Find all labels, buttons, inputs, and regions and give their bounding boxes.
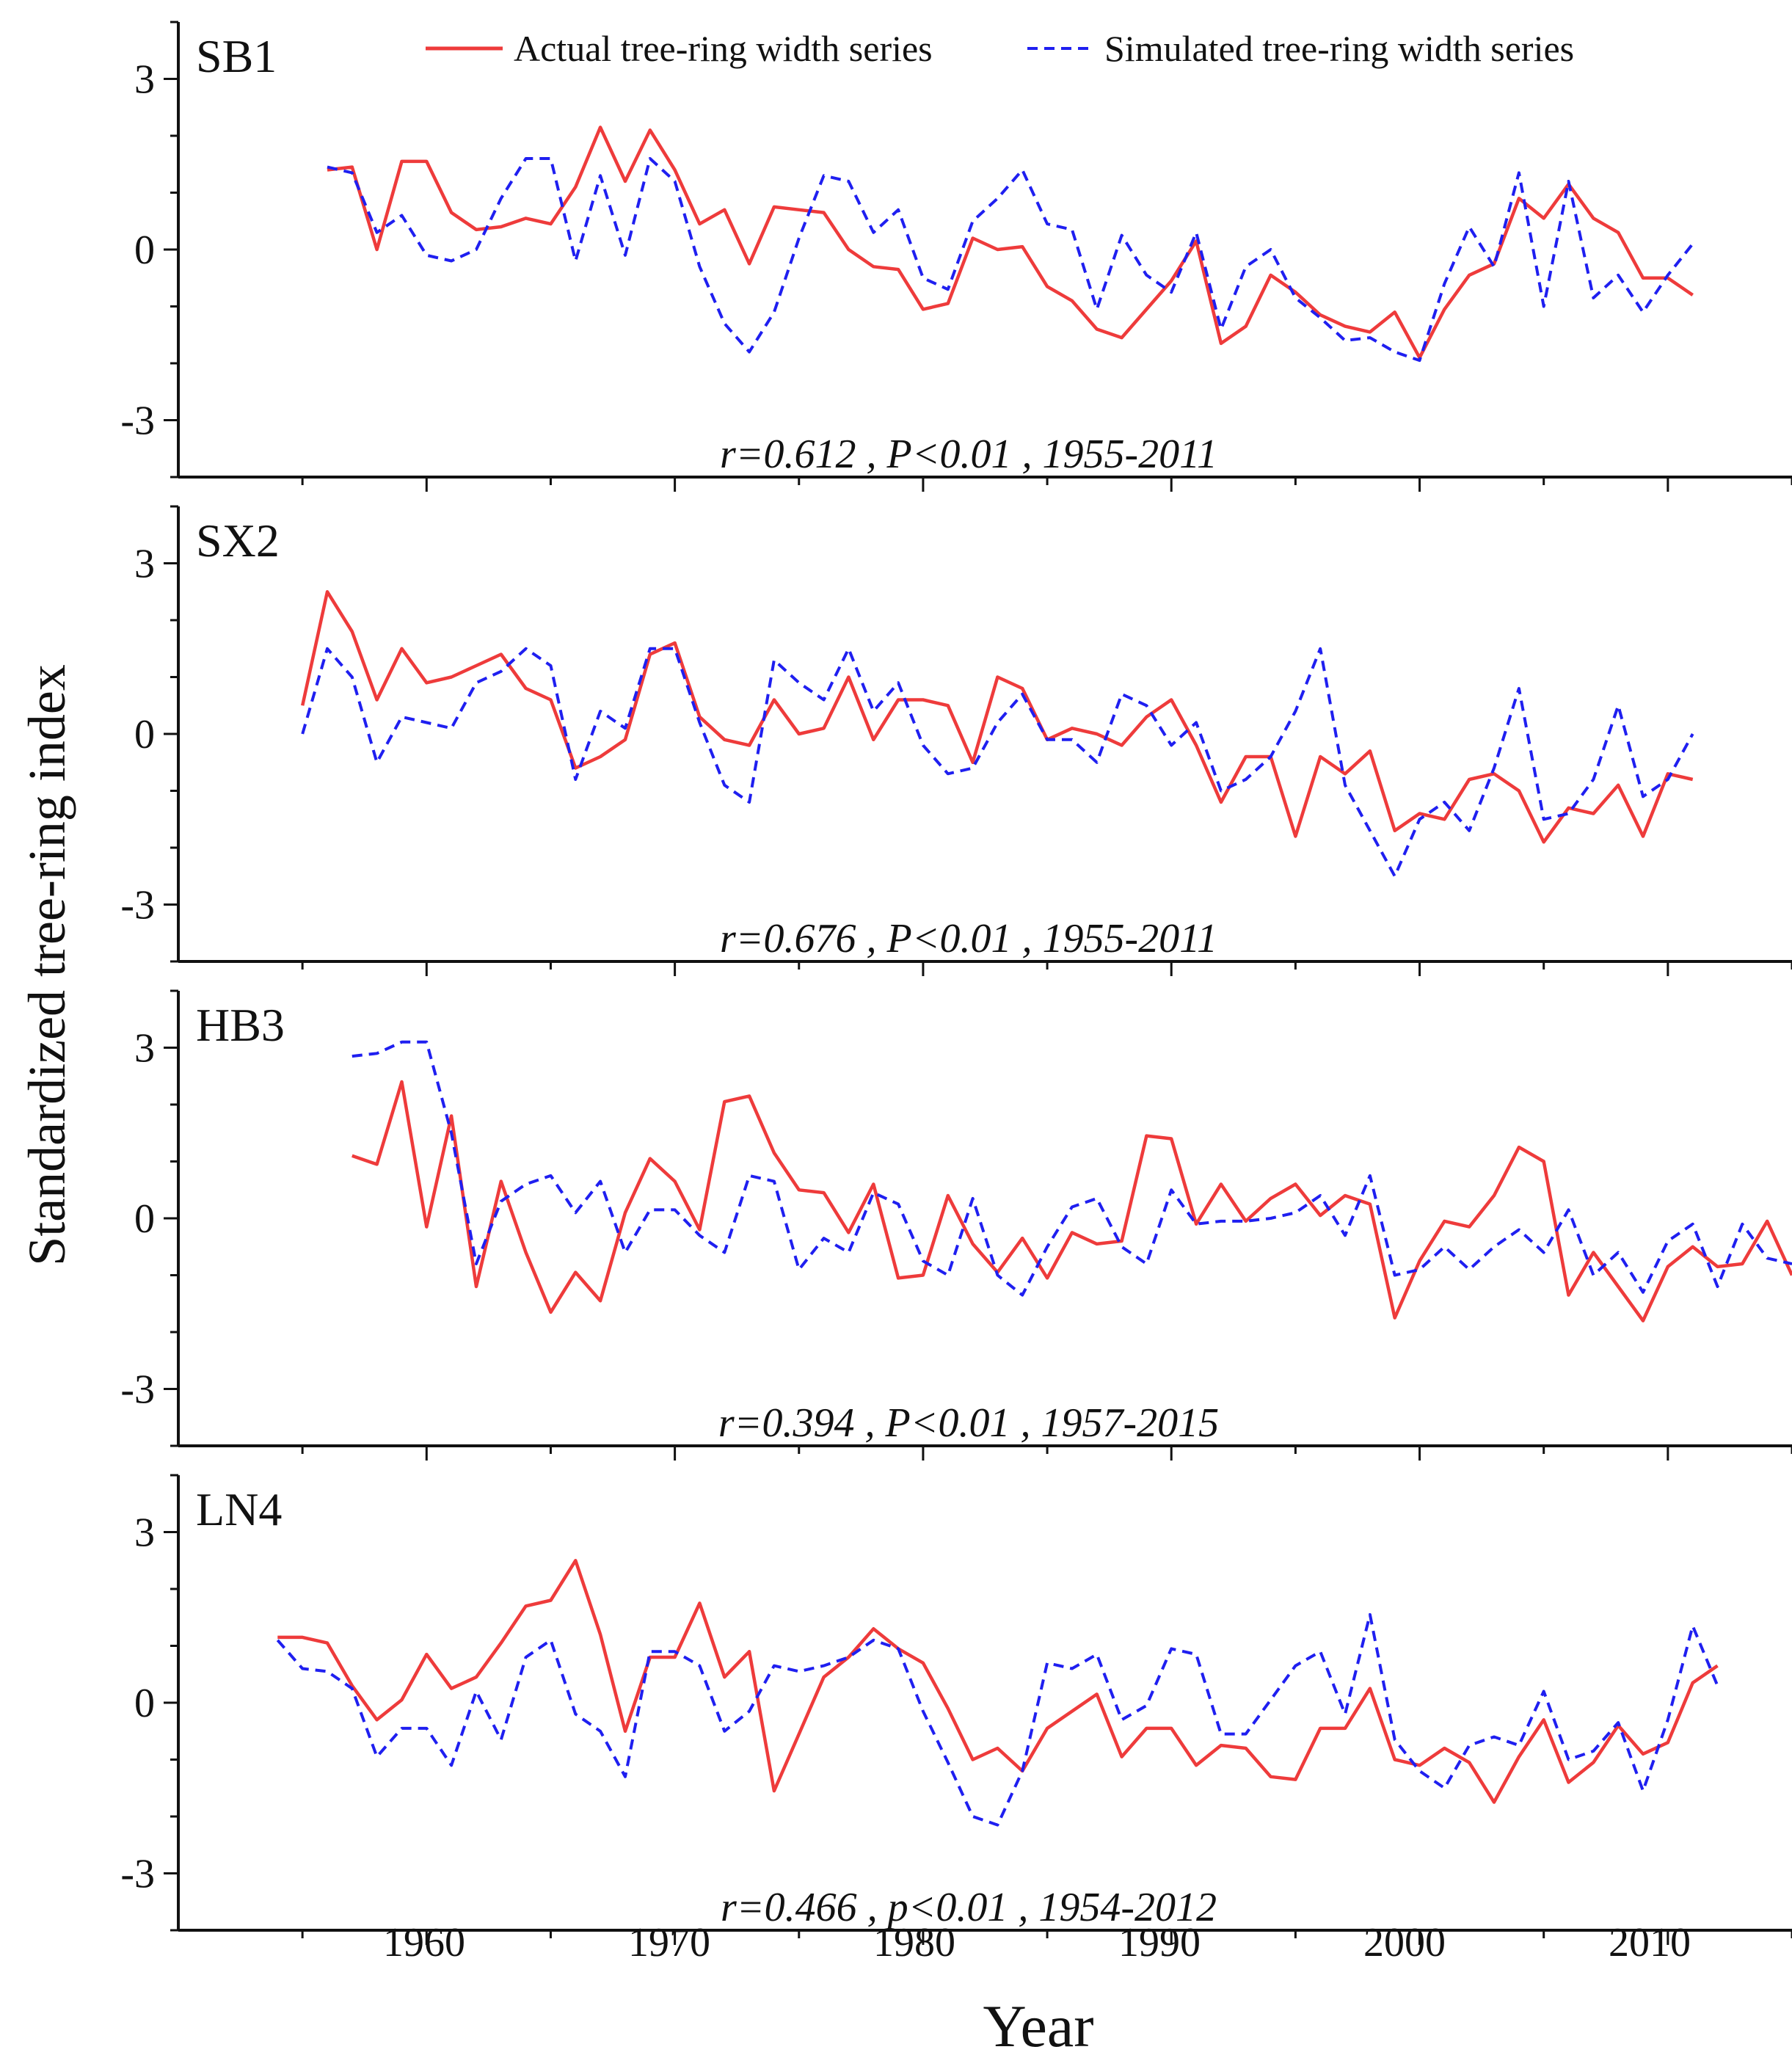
stats-annotation: r=0.612 , P<0.01 , 1955-2011 [720, 432, 1217, 477]
actual-series-line [327, 126, 1694, 360]
simulated-series-line [301, 647, 1694, 878]
simulated-series-line [352, 1040, 1792, 1297]
actual-series-line [352, 1080, 1792, 1323]
panel-ln4: 3 0 -3 LN4 r=0.466 , p<0.01 , 1954-2012 [120, 1474, 1792, 1945]
x-tick-label: 2000 [1363, 1920, 1446, 1965]
panels: 3 0 -3 SB1 r=0.612 , P<0.01 , 1955-2011 3 0 -3 S… [120, 21, 1792, 1945]
y-tick-label: 3 [134, 57, 155, 103]
y-tick-label: -3 [120, 883, 155, 928]
panel-sb1: 3 0 -3 SB1 r=0.612 , P<0.01 , 1955-2011 [120, 21, 1792, 492]
actual-series-line [277, 1559, 1719, 1804]
y-axis-label: Standardized tree-ring index [18, 664, 76, 1266]
stats-annotation: r=0.394 , P<0.01 , 1957-2015 [718, 1400, 1219, 1446]
simulated-series-line [327, 157, 1694, 363]
panel-label: SX2 [196, 514, 280, 567]
actual-series-line [301, 590, 1694, 844]
legend-actual-label: Actual tree-ring width series [514, 28, 933, 69]
legend: Actual tree-ring width series Simulated … [426, 28, 1574, 69]
y-tick-label: -3 [120, 399, 155, 444]
y-tick-label: 0 [134, 1681, 155, 1726]
x-tick-label: 1970 [628, 1920, 710, 1965]
stats-annotation: r=0.676 , P<0.01 , 1955-2011 [720, 916, 1217, 961]
y-tick-label: 0 [134, 1196, 155, 1242]
x-axis-label: Year [983, 1993, 1093, 2055]
legend-simulated-label: Simulated tree-ring width series [1104, 28, 1574, 69]
y-tick-label: 0 [134, 228, 155, 273]
y-tick-label: -3 [120, 1367, 155, 1413]
panel-label: LN4 [196, 1483, 282, 1535]
y-tick-label: 3 [134, 542, 155, 587]
panel-sx2: 3 0 -3 SX2 r=0.676 , P<0.01 , 1955-2011 [120, 505, 1792, 976]
panel-label: SB1 [196, 30, 277, 82]
x-tick-labels: 1960 1970 1980 1990 2000 2010 [383, 1920, 1691, 1965]
panel-hb3: 3 0 -3 HB3 r=0.394 , P<0.01 , 1957-2015 [120, 989, 1792, 1461]
y-tick-label: 3 [134, 1026, 155, 1072]
x-tick-label: 1990 [1118, 1920, 1201, 1965]
y-tick-label: -3 [120, 1852, 155, 1897]
x-tick-label: 2010 [1609, 1920, 1691, 1965]
x-tick-label: 1980 [873, 1920, 955, 1965]
y-tick-label: 0 [134, 712, 155, 757]
stats-annotation: r=0.466 , p<0.01 , 1954-2012 [721, 1885, 1217, 1930]
panel-label: HB3 [196, 999, 285, 1051]
y-tick-label: 3 [134, 1510, 155, 1556]
simulated-series-line [276, 1612, 1719, 1827]
x-tick-label: 1960 [383, 1920, 465, 1965]
